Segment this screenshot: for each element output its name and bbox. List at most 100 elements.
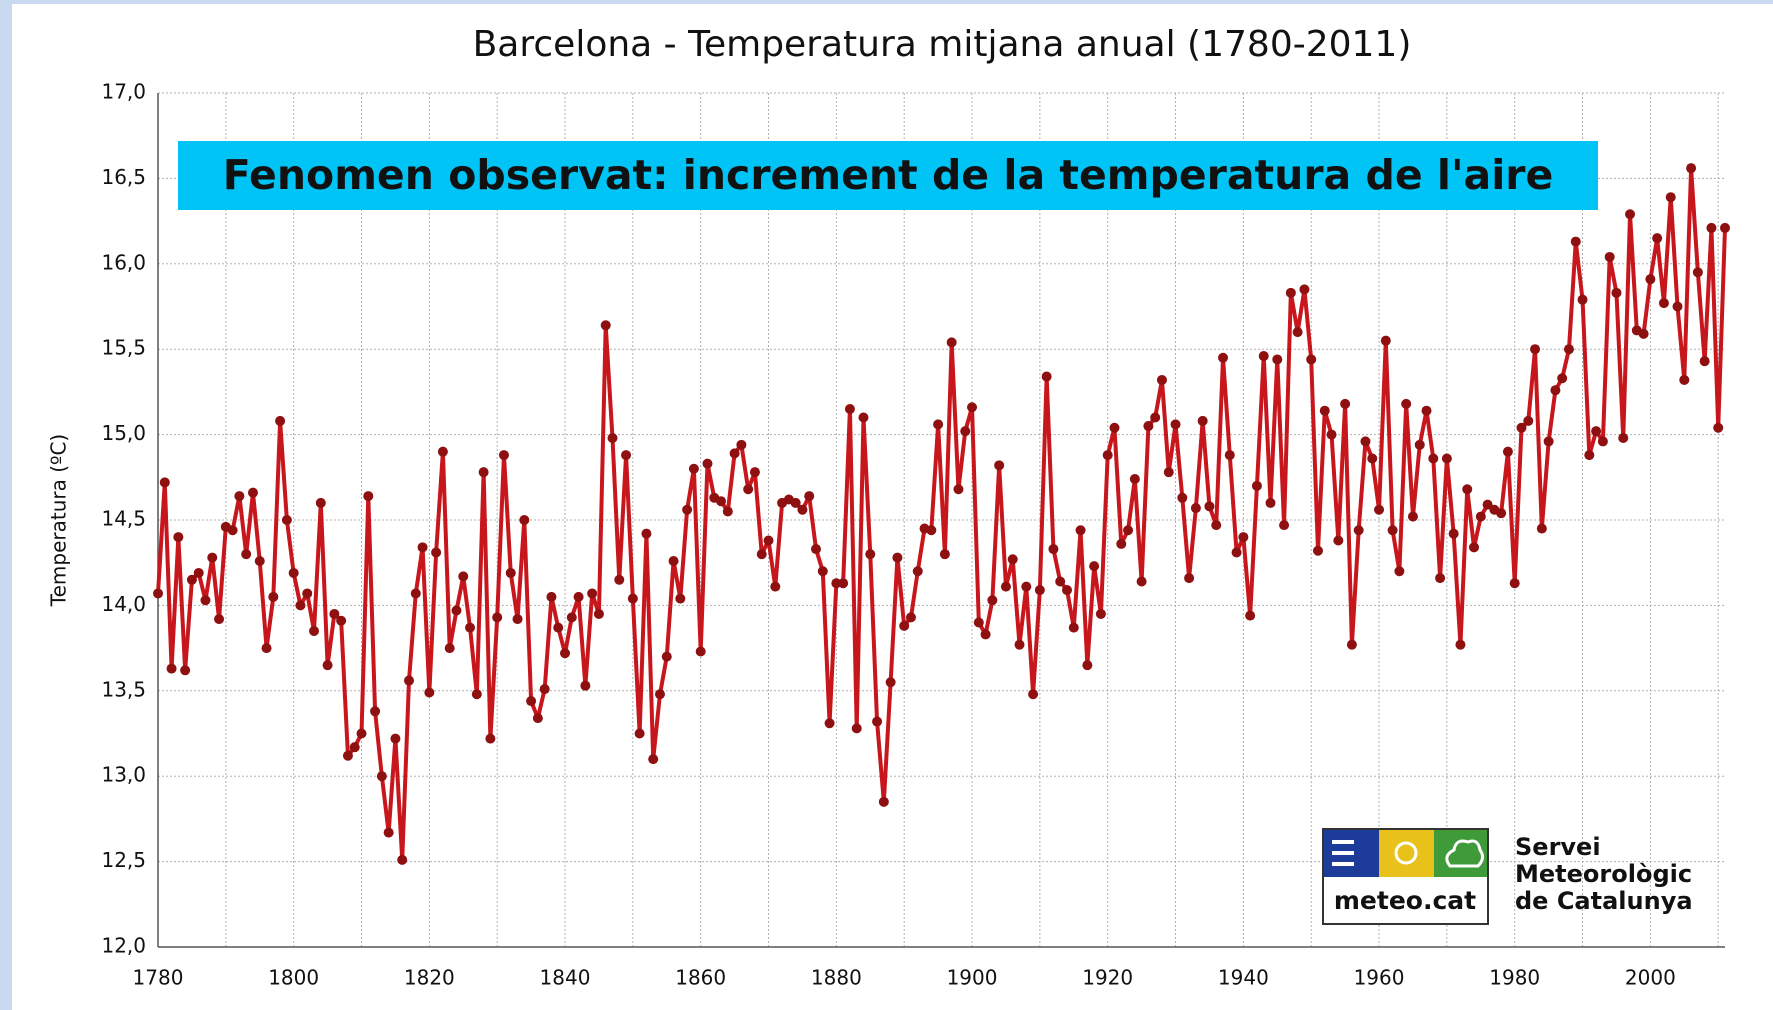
data-point — [444, 643, 455, 654]
data-point — [390, 733, 401, 744]
data-point — [1686, 163, 1697, 174]
data-point — [892, 552, 903, 563]
data-point — [159, 477, 170, 488]
data-point — [1523, 415, 1534, 426]
data-point — [980, 629, 991, 640]
data-point — [1129, 474, 1140, 485]
y-tick-label: 15,5 — [101, 336, 146, 360]
data-point — [1550, 385, 1561, 396]
data-point — [817, 566, 828, 577]
data-point — [580, 680, 591, 691]
data-point — [1061, 585, 1072, 596]
data-point — [200, 595, 211, 606]
data-point — [1570, 236, 1581, 247]
data-point — [736, 439, 747, 450]
data-point — [661, 651, 672, 662]
data-point — [1102, 450, 1113, 461]
logo-text: Servei — [1515, 833, 1601, 861]
y-tick-label: 17,0 — [101, 80, 146, 104]
data-point — [1557, 373, 1568, 384]
data-point — [322, 660, 333, 671]
data-point — [858, 412, 869, 423]
data-point — [1367, 453, 1378, 464]
data-point — [933, 419, 944, 430]
x-tick-label: 1940 — [1218, 966, 1269, 990]
data-point — [716, 496, 727, 507]
y-tick-label: 15,0 — [101, 421, 146, 445]
data-point — [899, 620, 910, 631]
data-point — [363, 491, 374, 502]
data-point — [539, 684, 550, 695]
data-point — [1713, 422, 1724, 433]
data-point — [1692, 267, 1703, 278]
data-point — [614, 574, 625, 585]
data-point — [1014, 639, 1025, 650]
data-point — [953, 484, 964, 495]
data-point — [1462, 484, 1473, 495]
data-point — [729, 448, 740, 459]
data-point — [905, 612, 916, 623]
data-point — [804, 491, 815, 502]
grid: 12,0 12,5 13,0 13,5 14,0 14,5 15,0 15,5 16,0 16,5… — [101, 80, 1725, 990]
data-point — [1326, 429, 1337, 440]
data-point — [811, 544, 822, 555]
data-point — [403, 675, 414, 686]
data-point — [865, 549, 876, 560]
data-point — [682, 504, 693, 515]
data-point — [1251, 480, 1262, 491]
data-point — [797, 504, 808, 515]
data-point — [315, 497, 326, 508]
data-point — [180, 665, 191, 676]
data-point — [1374, 504, 1385, 515]
y-tick-label: 12,0 — [101, 934, 146, 958]
data-point — [1333, 535, 1344, 546]
data-point — [1319, 405, 1330, 416]
data-point — [1184, 573, 1195, 584]
data-point — [275, 415, 286, 426]
data-point — [1170, 419, 1181, 430]
data-point — [1353, 525, 1364, 536]
chart-title: Barcelona - Temperatura mitjana anual (1… — [473, 24, 1412, 65]
data-point — [166, 663, 177, 674]
data-point — [383, 827, 394, 838]
data-point — [1082, 660, 1093, 671]
y-axis-label: Temperatura (ºC) — [47, 434, 71, 607]
data-point — [302, 588, 313, 599]
logo-brand: meteo.cat — [1334, 886, 1476, 915]
y-tick-label: 14,5 — [101, 507, 146, 531]
data-point — [1597, 436, 1608, 447]
data-point — [1055, 576, 1066, 587]
annotation: Fenomen observat: increment de la temper… — [223, 151, 1554, 199]
data-point — [885, 677, 896, 688]
y-tick-label: 13,5 — [101, 677, 146, 701]
data-point — [336, 615, 347, 626]
data-point — [410, 588, 421, 599]
data-point — [424, 687, 435, 698]
data-point — [1292, 327, 1303, 338]
data-point — [1672, 301, 1683, 312]
data-point — [370, 706, 381, 717]
data-point — [926, 525, 937, 536]
data-point — [1496, 508, 1507, 519]
data-point — [1604, 251, 1615, 262]
data-point — [967, 402, 978, 413]
data-point — [1089, 561, 1100, 572]
data-point — [329, 608, 340, 619]
data-point — [431, 547, 442, 558]
data-point — [621, 450, 632, 461]
data-point — [675, 593, 686, 604]
data-point — [1516, 422, 1527, 433]
data-point — [756, 549, 767, 560]
data-point — [1618, 433, 1629, 444]
data-point — [1211, 520, 1222, 531]
data-point — [1231, 547, 1242, 558]
data-point — [376, 771, 387, 782]
data-point — [1665, 192, 1676, 203]
data-point — [1611, 287, 1622, 298]
data-point — [254, 555, 265, 566]
x-tick-label: 1960 — [1354, 966, 1405, 990]
data-point — [1625, 209, 1636, 220]
data-point — [1163, 467, 1174, 478]
data-point — [437, 446, 448, 457]
data-point — [1387, 525, 1398, 536]
